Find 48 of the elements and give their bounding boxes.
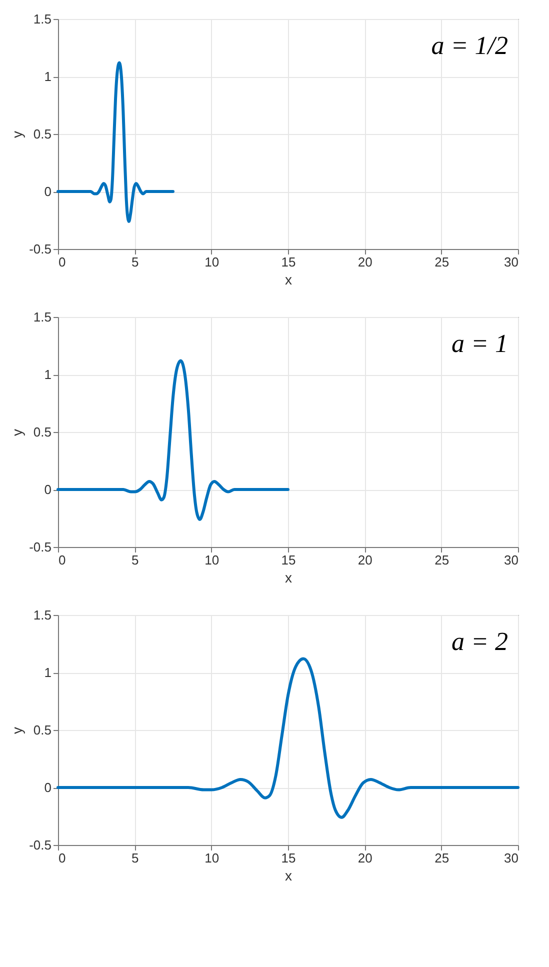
x-tick-label: 30	[504, 254, 518, 270]
y-tick-label: 1	[44, 665, 52, 680]
y-tick-label: -0.5	[29, 540, 52, 554]
x-tick-label: 30	[504, 850, 518, 866]
y-tick-label: 0	[44, 184, 52, 199]
x-tick-label: 25	[434, 254, 450, 270]
annotation: a = 1	[451, 329, 508, 358]
x-tick-label: 25	[434, 552, 450, 568]
x-tick-label: 25	[434, 850, 450, 866]
annotation: a = 2	[451, 627, 508, 656]
x-tick-label: 20	[358, 552, 372, 568]
y-tick-label: -0.5	[29, 838, 52, 852]
y-tick-label: 0	[44, 780, 52, 795]
y-tick-label: 0	[44, 482, 52, 497]
y-tick-label: 1.5	[33, 12, 52, 26]
y-tick-label: -0.5	[29, 242, 52, 256]
x-tick-label: 0	[58, 850, 66, 866]
x-tick-label: 10	[204, 850, 220, 866]
y-tick-label: 1.5	[33, 310, 52, 324]
annotation: a = 1/2	[431, 31, 508, 60]
y-tick-label: 1.5	[33, 608, 52, 622]
y-tick-label: 1	[44, 69, 52, 84]
x-tick-label: 10	[204, 552, 220, 568]
y-tick-label: 0.5	[33, 126, 52, 142]
y-axis-title: y	[9, 429, 26, 436]
y-tick-label: 1	[44, 367, 52, 382]
line-series	[56, 359, 290, 521]
x-axis-title: x	[285, 272, 292, 288]
x-tick-label: 10	[204, 254, 220, 270]
x-tick-label: 15	[281, 552, 296, 568]
x-tick-label: 5	[132, 552, 139, 568]
x-tick-label: 5	[132, 254, 139, 270]
y-axis-title: y	[9, 131, 26, 138]
x-tick-label: 30	[504, 552, 518, 568]
x-axis-title: x	[285, 868, 292, 884]
x-tick-label: 20	[358, 254, 372, 270]
x-tick-label: 15	[281, 850, 296, 866]
x-tick-label: 15	[281, 254, 296, 270]
y-axis-title: y	[9, 727, 26, 734]
x-axis-title: x	[285, 570, 292, 586]
line-series	[56, 61, 174, 223]
x-tick-label: 5	[132, 850, 139, 866]
line-series	[56, 657, 520, 819]
x-tick-label: 20	[358, 850, 372, 866]
y-tick-label: 0.5	[33, 424, 52, 440]
y-tick-label: 0.5	[33, 722, 52, 738]
x-tick-label: 0	[58, 552, 66, 568]
x-tick-label: 0	[58, 254, 66, 270]
